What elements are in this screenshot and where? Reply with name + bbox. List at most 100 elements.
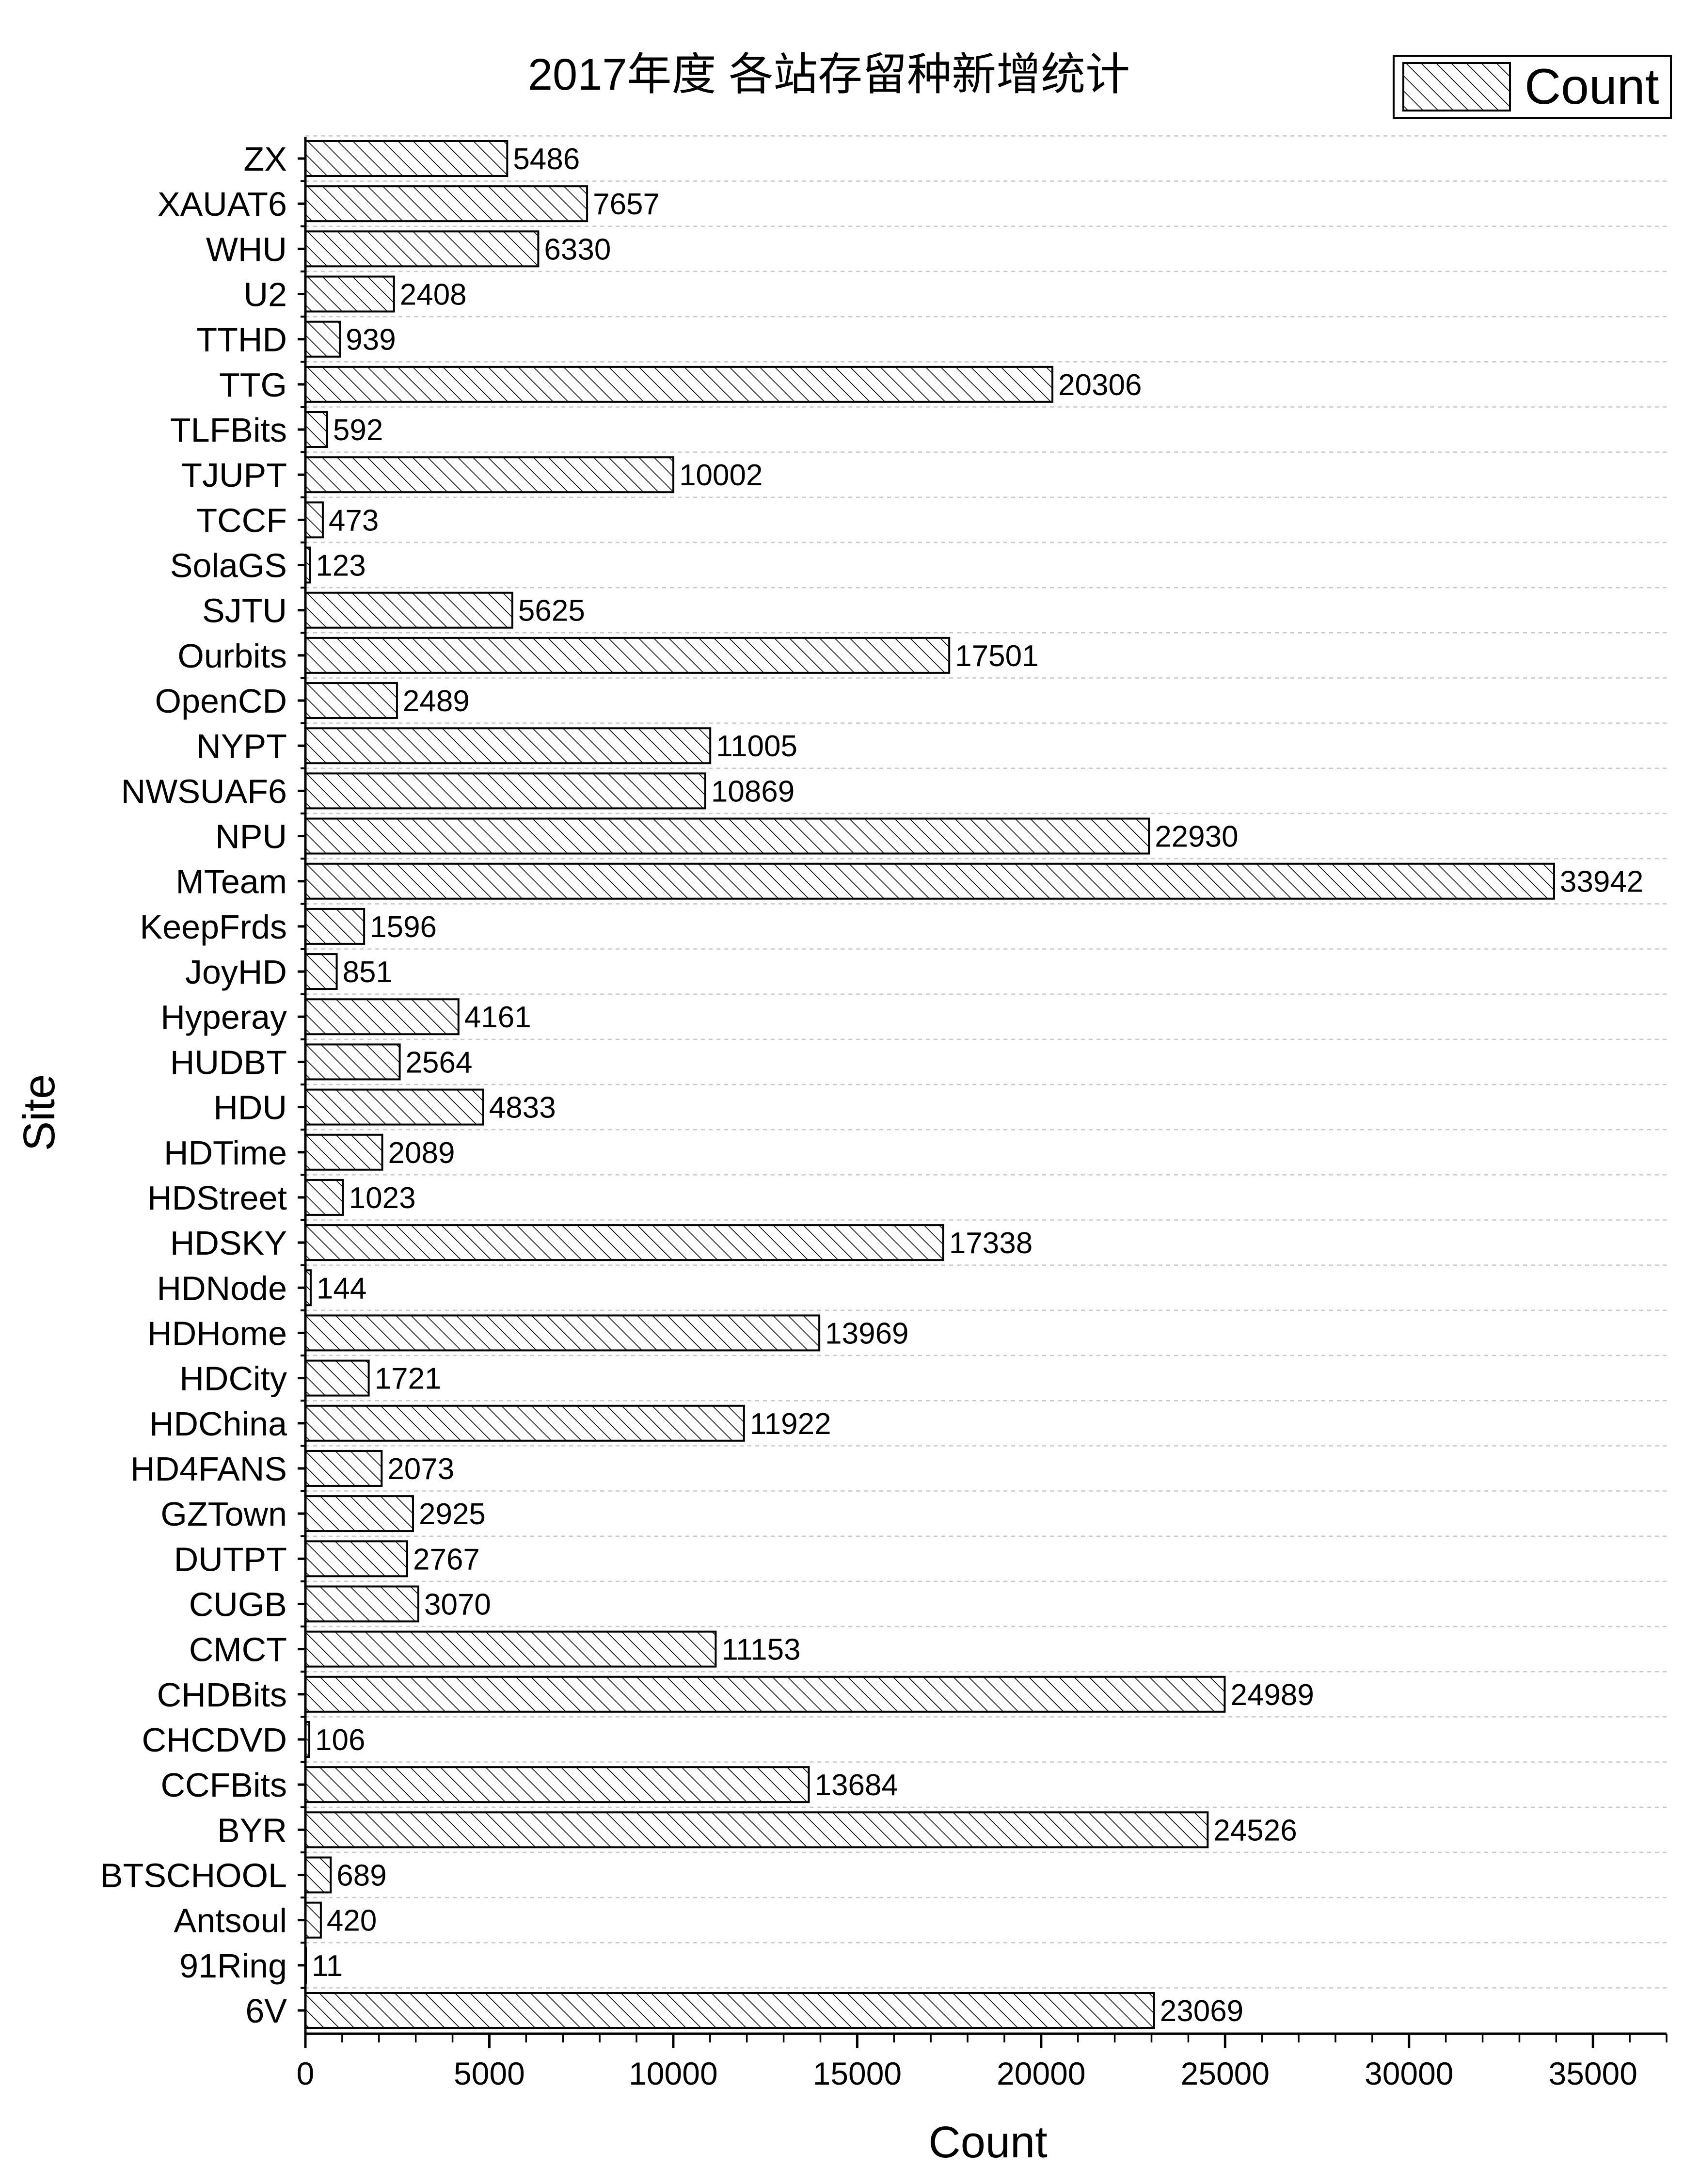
value-label-hyperay: 4161 <box>464 1001 531 1034</box>
bar-joyhd <box>304 953 338 990</box>
legend-swatch <box>1402 62 1511 112</box>
x-tick-label-25000: 25000 <box>1181 2056 1270 2091</box>
value-label-zx: 5486 <box>513 143 580 176</box>
category-label-hd4fans: HD4FANS <box>130 1450 287 1488</box>
bar-ttg <box>304 366 1054 403</box>
legend-label: Count <box>1525 59 1659 115</box>
bar-npu <box>304 817 1150 855</box>
grid-lines <box>305 135 1667 1989</box>
category-label-91ring: 91Ring <box>179 1947 287 1985</box>
category-label-antsoul: Antsoul <box>174 1902 287 1940</box>
value-label-solags: 123 <box>316 549 365 583</box>
bar-keepfrds <box>304 908 365 945</box>
category-label-hdnode: HDNode <box>157 1269 287 1307</box>
bar-u2 <box>304 275 395 313</box>
x-axis-ticks: 0 5000 10000 15000 20000 25000 30000 35000 <box>297 2034 1668 2091</box>
value-label-tccf: 473 <box>329 504 379 537</box>
x-axis-title: Count <box>928 2118 1048 2167</box>
value-label-hdchina: 11922 <box>750 1407 831 1441</box>
category-label-zx: ZX <box>244 140 287 178</box>
y-axis-title: Site <box>15 1074 64 1151</box>
bar-tlfbits <box>304 411 328 448</box>
value-label-hdstreet: 1023 <box>349 1181 416 1215</box>
value-label-chcdvd: 106 <box>315 1723 365 1757</box>
category-label-nypt: NYPT <box>196 727 287 765</box>
value-label-tjupt: 10002 <box>679 459 763 492</box>
category-label-ttg: TTG <box>219 366 287 404</box>
bar-ccfbits <box>304 1766 810 1803</box>
category-label-chcdvd: CHCDVD <box>142 1721 287 1759</box>
bar-dutpt <box>304 1540 408 1578</box>
bar-tthd <box>304 320 341 358</box>
category-label-chdbits: CHDBits <box>157 1676 287 1714</box>
bar-sjtu <box>304 591 513 629</box>
bar-antsoul <box>304 1901 322 1939</box>
value-label-nwsuaf6: 10869 <box>711 775 794 808</box>
category-label-cmct: CMCT <box>189 1631 287 1669</box>
category-label-whu: WHU <box>206 230 287 268</box>
bar-hdcity <box>304 1359 370 1397</box>
value-label-hdsky: 17338 <box>949 1227 1033 1260</box>
bar-hdchina <box>304 1404 745 1442</box>
value-label-npu: 22930 <box>1155 820 1238 854</box>
category-label-joyhd: JoyHD <box>185 953 287 991</box>
category-label-tjupt: TJUPT <box>181 456 287 494</box>
x-tick-label-35000: 35000 <box>1548 2056 1637 2091</box>
value-label-btschool: 689 <box>336 1859 386 1892</box>
bar-mteam <box>304 862 1555 900</box>
value-label-hdtime: 2089 <box>388 1136 455 1170</box>
category-label-hdchina: HDChina <box>149 1405 287 1443</box>
category-label-hdstreet: HDStreet <box>147 1179 287 1217</box>
category-label-ourbits: Ourbits <box>177 637 287 675</box>
category-label-tlfbits: TLFBits <box>170 411 287 449</box>
category-label-hdsky: HDSKY <box>170 1224 287 1262</box>
bar-chdbits <box>304 1675 1226 1713</box>
category-label-cugb: CUGB <box>189 1585 287 1623</box>
x-tick-label-15000: 15000 <box>813 2056 902 2091</box>
category-label-gztown: GZTown <box>160 1495 287 1533</box>
category-label-ccfbits: CCFBits <box>160 1766 287 1804</box>
x-tick-label-5000: 5000 <box>454 2056 525 2091</box>
bar-hyperay <box>304 998 460 1036</box>
category-label-hudbt: HUDBT <box>170 1043 287 1081</box>
x-tick-label-0: 0 <box>297 2056 315 2091</box>
category-label-6v: 6V <box>245 1992 287 2030</box>
value-label-antsoul: 420 <box>327 1904 377 1938</box>
category-label-hdcity: HDCity <box>179 1360 287 1398</box>
value-label-whu: 6330 <box>544 233 611 266</box>
bar-hdsky <box>304 1224 944 1261</box>
bar-zx <box>304 140 508 177</box>
bar-nypt <box>304 727 712 765</box>
category-label-hdtime: HDTime <box>164 1134 287 1172</box>
category-label-keepfrds: KeepFrds <box>140 908 287 946</box>
value-label-ccfbits: 13684 <box>815 1769 898 1802</box>
bar-hdhome <box>304 1314 821 1352</box>
category-label-tccf: TCCF <box>196 501 287 539</box>
value-label-byr: 24526 <box>1213 1814 1297 1847</box>
category-label-solags: SolaGS <box>170 547 287 585</box>
value-label-6v: 23069 <box>1160 1994 1243 2028</box>
value-label-hudbt: 2564 <box>406 1046 473 1079</box>
bar-hdstreet <box>304 1179 344 1216</box>
value-label-u2: 2408 <box>400 278 467 312</box>
bar-ourbits <box>304 637 951 674</box>
x-tick-label-10000: 10000 <box>629 2056 718 2091</box>
bar-gztown <box>304 1495 414 1532</box>
bar-xauat6 <box>304 185 588 223</box>
value-label-tlfbits: 592 <box>333 414 383 447</box>
category-label-mteam: MTeam <box>176 863 287 901</box>
value-label-gztown: 2925 <box>419 1498 486 1531</box>
bars <box>304 140 1555 2029</box>
value-label-hd4fans: 2073 <box>387 1452 454 1486</box>
category-label-xauat6: XAUAT6 <box>158 185 287 223</box>
value-label-dutpt: 2767 <box>413 1543 480 1576</box>
value-label-nypt: 11005 <box>716 730 797 763</box>
value-label-91ring: 11 <box>312 1949 343 1983</box>
bar-cugb <box>304 1585 419 1623</box>
value-label-keepfrds: 1596 <box>370 910 437 944</box>
value-label-tthd: 939 <box>346 323 396 357</box>
chart-title: 2017年度 各站存留种新增统计 <box>528 50 1130 99</box>
bar-nwsuaf6 <box>304 772 706 810</box>
